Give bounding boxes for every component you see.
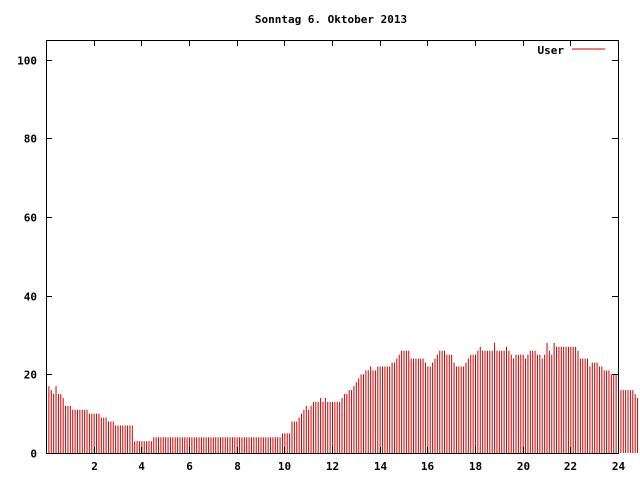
y-tick-label: 40 [24, 291, 37, 304]
x-tick-label: 20 [517, 460, 530, 473]
x-tick-label: 16 [421, 460, 435, 473]
x-tick-label: 14 [374, 460, 388, 473]
x-tick-label: 10 [278, 460, 291, 473]
x-tick-label: 4 [138, 460, 145, 473]
x-tick-label: 22 [564, 460, 577, 473]
bars-group [46, 342, 639, 453]
x-tick-label: 8 [234, 460, 241, 473]
y-tick-label: 80 [24, 133, 37, 146]
y-tick-label: 100 [17, 55, 37, 68]
x-tick-label: 12 [326, 460, 339, 473]
x-tick-label: 2 [91, 460, 98, 473]
x-tick-label: 18 [469, 460, 482, 473]
y-tick-label: 60 [24, 212, 37, 225]
y-tick-label: 20 [24, 369, 37, 382]
legend: User [538, 44, 605, 57]
y-tick-label: 0 [30, 448, 37, 461]
x-tick-label: 6 [186, 460, 193, 473]
x-tick-label: 24 [612, 460, 626, 473]
legend-label-user: User [538, 44, 565, 57]
chart-title: Sonntag 6. Oktober 2013 [255, 13, 407, 26]
